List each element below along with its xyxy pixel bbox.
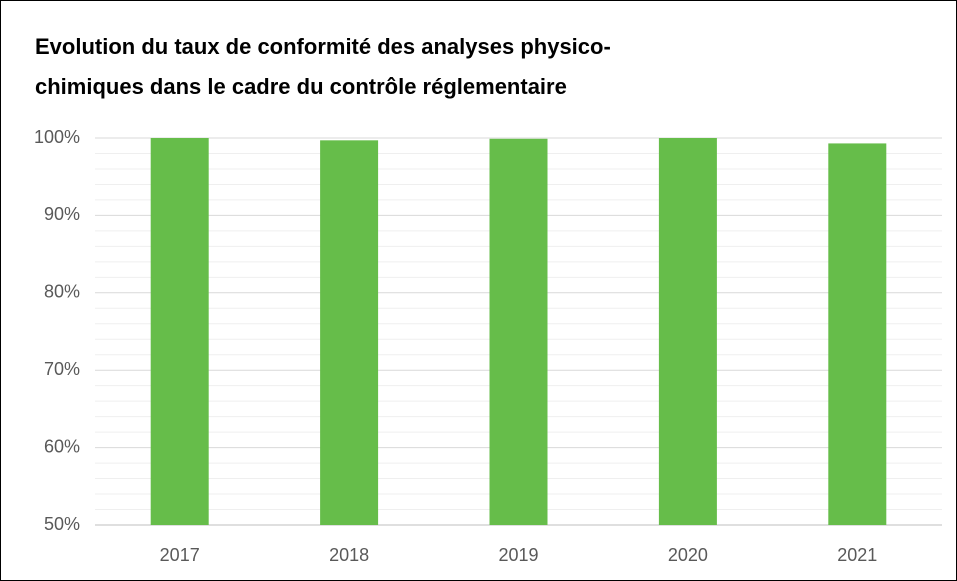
x-tick-label: 2017 (160, 545, 200, 565)
y-tick-label: 50% (44, 514, 80, 534)
x-tick-label: 2021 (837, 545, 877, 565)
bar (489, 138, 548, 526)
x-tick-label: 2018 (329, 545, 369, 565)
y-tick-label: 100% (34, 127, 80, 147)
bar (658, 138, 717, 525)
bar (828, 143, 887, 525)
chart-title-line: Evolution du taux de conformité des anal… (35, 34, 611, 59)
y-tick-label: 60% (44, 436, 80, 456)
x-tick-label: 2020 (668, 545, 708, 565)
chart-title-line: chimiques dans le cadre du contrôle régl… (35, 74, 567, 99)
y-tick-label: 70% (44, 359, 80, 379)
bar (150, 138, 209, 525)
y-tick-label: 90% (44, 204, 80, 224)
x-tick-label: 2019 (498, 545, 538, 565)
bar (320, 140, 379, 525)
y-tick-label: 80% (44, 282, 80, 302)
